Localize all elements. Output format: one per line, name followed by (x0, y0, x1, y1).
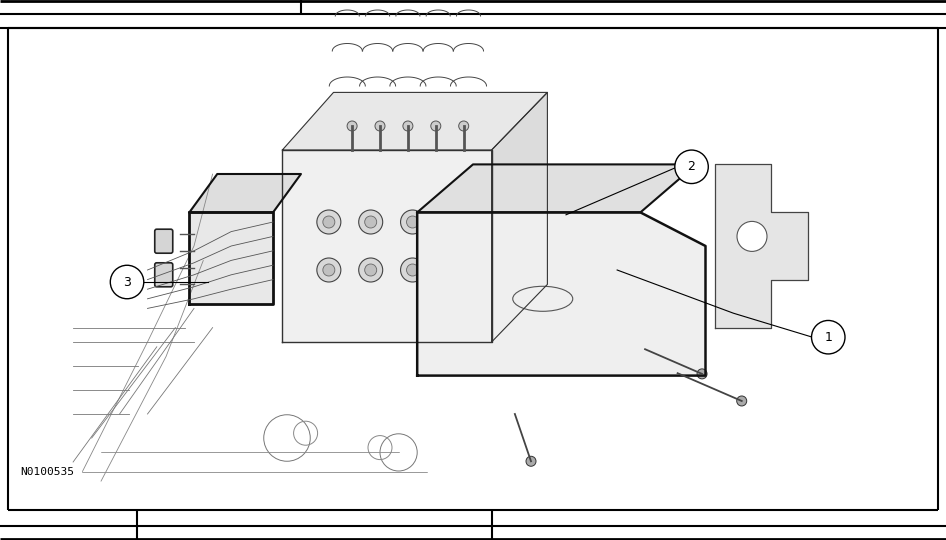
Circle shape (111, 265, 144, 299)
Circle shape (674, 150, 709, 184)
Text: 2: 2 (688, 160, 695, 173)
Circle shape (737, 221, 767, 252)
Circle shape (697, 369, 707, 379)
Circle shape (323, 264, 335, 276)
Circle shape (403, 121, 412, 131)
Polygon shape (189, 212, 273, 303)
FancyBboxPatch shape (155, 263, 173, 287)
Circle shape (400, 258, 425, 282)
Circle shape (812, 320, 845, 354)
Polygon shape (492, 92, 548, 342)
Polygon shape (282, 92, 548, 150)
Circle shape (526, 456, 536, 466)
Circle shape (407, 264, 418, 276)
Polygon shape (282, 150, 492, 342)
Circle shape (365, 264, 377, 276)
Circle shape (737, 396, 746, 406)
Circle shape (375, 121, 385, 131)
Polygon shape (417, 212, 706, 376)
Text: 3: 3 (123, 275, 131, 288)
Text: N0100535: N0100535 (20, 467, 74, 477)
Circle shape (317, 258, 341, 282)
Polygon shape (189, 174, 301, 212)
Circle shape (359, 210, 383, 234)
Circle shape (459, 121, 468, 131)
Polygon shape (715, 164, 808, 328)
Text: 1: 1 (824, 330, 832, 343)
Circle shape (359, 258, 383, 282)
Circle shape (430, 121, 441, 131)
Circle shape (317, 210, 341, 234)
Circle shape (347, 121, 357, 131)
Circle shape (365, 216, 377, 228)
Polygon shape (417, 164, 696, 212)
FancyBboxPatch shape (155, 229, 173, 253)
Circle shape (400, 210, 425, 234)
Circle shape (323, 216, 335, 228)
Circle shape (407, 216, 418, 228)
